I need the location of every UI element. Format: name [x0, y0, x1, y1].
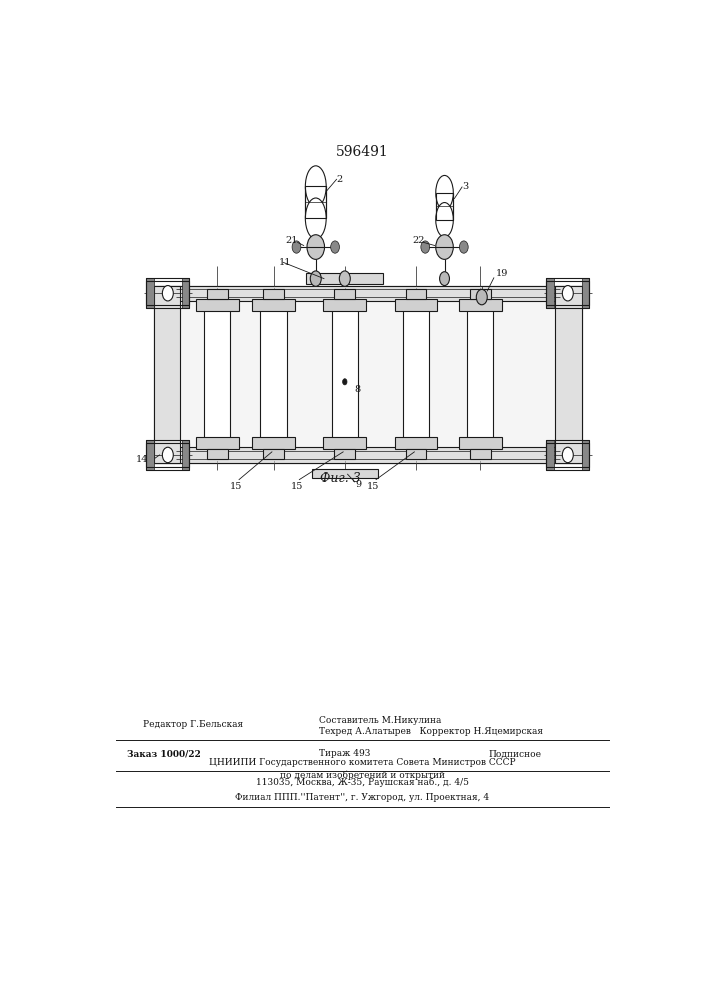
Bar: [206, 289, 228, 299]
Circle shape: [163, 447, 173, 463]
Bar: [332, 305, 358, 443]
Text: 596491: 596491: [336, 145, 389, 159]
Bar: [182, 440, 189, 470]
Bar: [323, 299, 366, 311]
Bar: [395, 299, 438, 311]
Circle shape: [477, 289, 487, 305]
Bar: [312, 469, 378, 478]
Bar: [263, 449, 284, 459]
Bar: [436, 193, 453, 220]
Ellipse shape: [436, 175, 453, 210]
Circle shape: [440, 272, 450, 286]
Text: Редактор Г.Бельская: Редактор Г.Бельская: [144, 720, 243, 729]
Bar: [547, 440, 554, 470]
Circle shape: [307, 235, 325, 259]
Text: 3: 3: [462, 182, 468, 191]
Bar: [306, 273, 383, 284]
Bar: [395, 437, 438, 449]
Bar: [406, 449, 426, 459]
Bar: [263, 289, 284, 299]
Bar: [146, 440, 189, 470]
Text: 15: 15: [367, 482, 380, 491]
Bar: [459, 299, 501, 311]
Bar: [334, 449, 355, 459]
Text: 8: 8: [355, 385, 361, 394]
Bar: [154, 286, 582, 463]
Ellipse shape: [436, 203, 453, 237]
Bar: [182, 278, 189, 308]
Text: ЦНИИПИ Государственного комитета Совета Министров СССР: ЦНИИПИ Государственного комитета Совета …: [209, 758, 515, 767]
Text: 22: 22: [413, 236, 425, 245]
Text: Заказ 1000/22: Заказ 1000/22: [127, 749, 201, 758]
Circle shape: [421, 241, 430, 253]
Bar: [334, 289, 355, 299]
Ellipse shape: [305, 166, 326, 207]
Bar: [260, 305, 287, 443]
Text: Подписное: Подписное: [489, 749, 542, 758]
Circle shape: [292, 241, 301, 253]
Bar: [146, 443, 189, 467]
Bar: [467, 305, 493, 443]
Bar: [403, 305, 429, 443]
Text: 21: 21: [286, 236, 298, 245]
Bar: [469, 289, 491, 299]
Bar: [146, 278, 154, 308]
Bar: [436, 193, 453, 220]
Bar: [469, 449, 491, 459]
Text: 15: 15: [230, 482, 243, 491]
Circle shape: [331, 241, 339, 253]
Bar: [555, 286, 582, 463]
Circle shape: [339, 271, 350, 286]
Bar: [582, 278, 590, 308]
Bar: [204, 305, 230, 443]
Text: 15: 15: [291, 482, 303, 491]
Text: 11: 11: [279, 258, 291, 267]
Text: Составитель М.Никулина: Составитель М.Никулина: [319, 716, 441, 725]
Text: 14: 14: [136, 455, 148, 464]
Bar: [547, 278, 590, 308]
Circle shape: [460, 241, 468, 253]
Ellipse shape: [305, 198, 326, 239]
Bar: [582, 440, 590, 470]
Text: 2: 2: [337, 175, 343, 184]
Bar: [305, 186, 326, 218]
Bar: [154, 447, 582, 463]
Text: по делам изобретений и открытий: по делам изобретений и открытий: [280, 771, 445, 780]
Bar: [252, 299, 295, 311]
Bar: [252, 437, 295, 449]
Bar: [547, 281, 590, 305]
Bar: [146, 440, 154, 470]
Bar: [206, 449, 228, 459]
Circle shape: [343, 379, 347, 385]
Text: 113035, Москва, Ж-35, Раушская наб., д. 4/5: 113035, Москва, Ж-35, Раушская наб., д. …: [256, 777, 469, 787]
Bar: [146, 281, 189, 305]
Bar: [196, 299, 238, 311]
Bar: [196, 437, 238, 449]
Text: 9: 9: [356, 480, 362, 489]
Bar: [547, 278, 554, 308]
Bar: [154, 286, 180, 463]
Bar: [406, 289, 426, 299]
Bar: [154, 286, 582, 301]
Text: 19: 19: [496, 269, 508, 278]
Circle shape: [436, 235, 453, 259]
Circle shape: [163, 286, 173, 301]
Text: Фиг. 3: Фиг. 3: [320, 472, 361, 485]
Text: Техред А.Алатырев   Корректор Н.Яцемирская: Техред А.Алатырев Корректор Н.Яцемирская: [319, 727, 542, 736]
Bar: [547, 443, 590, 467]
Text: Тираж 493: Тираж 493: [319, 749, 370, 758]
Bar: [323, 437, 366, 449]
Text: Филиал ППП.''Патент'', г. Ужгород, ул. Проектная, 4: Филиал ППП.''Патент'', г. Ужгород, ул. П…: [235, 793, 489, 802]
Circle shape: [562, 286, 573, 301]
Bar: [459, 437, 501, 449]
Circle shape: [310, 271, 321, 286]
Circle shape: [562, 447, 573, 463]
Bar: [146, 278, 189, 308]
Bar: [547, 440, 590, 470]
Bar: [305, 186, 326, 218]
